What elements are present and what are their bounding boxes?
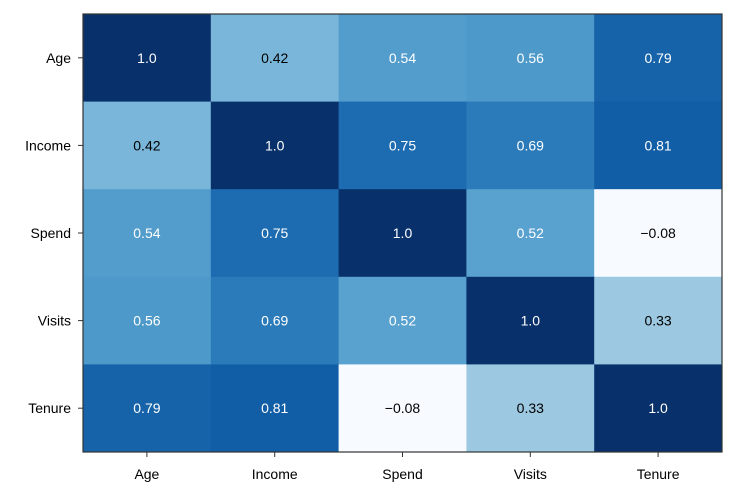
heatmap-cell-visits-tenure [594, 276, 723, 365]
heatmap-cell-age-spend [338, 14, 467, 103]
heatmap-cell-spend-tenure [594, 189, 723, 278]
heatmap-cell-visits-income [210, 276, 340, 365]
cell-value-label: 0.54 [133, 225, 160, 241]
cell-value-label: 0.42 [261, 50, 288, 66]
cell-value-label: 0.54 [389, 50, 416, 66]
x-tick-label: Visits [514, 466, 547, 482]
cell-value-label: 1.0 [265, 137, 285, 153]
cell-value-label: 0.52 [389, 313, 416, 329]
cell-value-label: −0.08 [385, 400, 421, 416]
cell-value-label: 1.0 [648, 400, 668, 416]
cell-value-label: 0.75 [389, 137, 416, 153]
heatmap-cell-age-income [210, 14, 340, 103]
x-tick-label: Spend [382, 466, 422, 482]
heatmap-cell-visits-age [83, 276, 212, 365]
heatmap-cell-tenure-spend [338, 364, 467, 453]
cell-value-label: 0.56 [517, 50, 544, 66]
cell-value-label: 0.33 [644, 313, 671, 329]
x-tick-label: Age [134, 466, 159, 482]
y-tick-label: Visits [38, 313, 71, 329]
y-tick-label: Tenure [28, 400, 71, 416]
heatmap-cell-income-visits [466, 101, 595, 190]
y-tick-label: Age [46, 50, 71, 66]
x-tick-label: Income [252, 466, 298, 482]
cell-value-label: 1.0 [521, 313, 541, 329]
cell-value-label: 0.33 [517, 400, 544, 416]
heatmap-cell-age-age [83, 14, 212, 103]
cell-value-label: 0.42 [133, 137, 160, 153]
heatmap-cell-income-income [210, 101, 340, 190]
cell-value-label: 0.52 [517, 225, 544, 241]
cell-value-label: 0.69 [261, 313, 288, 329]
cell-value-label: 0.75 [261, 225, 288, 241]
heatmap-cell-income-age [83, 101, 212, 190]
heatmap-cells [83, 14, 723, 453]
cell-value-label: 1.0 [137, 50, 157, 66]
heatmap-cell-income-spend [338, 101, 467, 190]
cell-value-label: −0.08 [640, 225, 676, 241]
heatmap-cell-age-tenure [594, 14, 723, 103]
cell-value-label: 1.0 [393, 225, 413, 241]
heatmap-cell-tenure-income [210, 364, 340, 453]
heatmap-cell-income-tenure [594, 101, 723, 190]
heatmap-cell-tenure-tenure [594, 364, 723, 453]
y-tick-label: Income [25, 137, 71, 153]
heatmap-cell-visits-visits [466, 276, 595, 365]
cell-value-label: 0.56 [133, 313, 160, 329]
cell-value-label: 0.81 [261, 400, 288, 416]
cell-value-label: 0.79 [644, 50, 671, 66]
y-axis: Age Income Spend Visits Tenure [25, 50, 83, 416]
cell-value-label: 0.81 [644, 137, 671, 153]
y-tick-label: Spend [31, 225, 71, 241]
heatmap-cell-spend-income [210, 189, 340, 278]
heatmap-cell-tenure-age [83, 364, 212, 453]
x-tick-label: Tenure [637, 466, 680, 482]
heatmap-cell-spend-visits [466, 189, 595, 278]
heatmap-cell-labels: 1.0 0.42 0.54 0.56 0.79 0.42 1.0 0.75 0.69 0.81 0.… [133, 50, 676, 416]
x-axis: Age Income Spend Visits Tenure [134, 452, 680, 482]
cell-value-label: 0.79 [133, 400, 160, 416]
heatmap-cell-spend-age [83, 189, 212, 278]
heatmap-cell-age-visits [466, 14, 595, 103]
heatmap-cell-tenure-visits [466, 364, 595, 453]
heatmap-cell-visits-spend [338, 276, 467, 365]
heatmap-cell-spend-spend [338, 189, 467, 278]
cell-value-label: 0.69 [517, 137, 544, 153]
